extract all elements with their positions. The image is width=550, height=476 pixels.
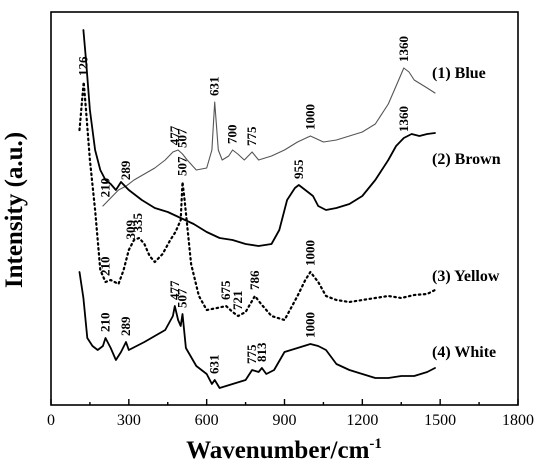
series-line-2 <box>78 80 437 322</box>
x-axis-ticks: 0 300 600 900 1200 1500 1800 <box>47 399 534 429</box>
peak-label-3-1: 289 <box>118 316 133 336</box>
x-tick-label-3: 900 <box>273 412 297 429</box>
peak-label-3-6: 813 <box>254 342 269 362</box>
peak-label-0-2: 477 <box>167 125 182 145</box>
peak-label-3-0: 210 <box>97 313 112 333</box>
peak-label-3-5: 775 <box>244 344 259 364</box>
series-line-3 <box>78 271 436 389</box>
peak-label-2-6: 721 <box>230 291 245 311</box>
peak-label-2-0: 126 <box>76 56 91 76</box>
peak-label-2-3: 335 <box>130 213 145 233</box>
series-label-1: (2) Brown <box>432 151 501 168</box>
x-tick-label-1: 300 <box>117 412 141 429</box>
peak-label-2-2: 309 <box>123 220 138 240</box>
x-tick-label-4: 1200 <box>346 412 378 429</box>
peak-label-0-6: 775 <box>244 126 259 146</box>
x-axis-title-main: Wavenumber/cm <box>186 437 369 464</box>
y-axis-title: Intensity (a.u.) <box>1 132 28 288</box>
x-axis-title-superscript: -1 <box>369 436 382 452</box>
x-tick-label-0: 0 <box>47 412 55 429</box>
peak-label-2-4: 507 <box>175 156 190 176</box>
peak-label-0-0: 210 <box>97 178 112 198</box>
peak-label-0-5: 700 <box>225 125 240 145</box>
series-label-2: (3) Yellow <box>432 268 500 285</box>
peak-label-0-7: 1000 <box>302 104 317 130</box>
peak-label-2-7: 786 <box>247 270 262 290</box>
peak-label-3-3: 507 <box>175 288 190 308</box>
series-labels: (1) Blue (2) Brown (3) Yellow (4) White <box>432 65 501 361</box>
series-label-0: (1) Blue <box>432 65 486 82</box>
x-tick-label-6: 1800 <box>502 412 534 429</box>
series-label-3: (4) White <box>432 344 496 361</box>
peak-label-0-3: 507 <box>175 128 190 148</box>
peak-label-1-0: 955 <box>291 159 306 179</box>
peak-label-2-1: 210 <box>97 257 112 277</box>
series-line-0 <box>102 67 436 207</box>
series-line-1 <box>82 29 436 247</box>
peak-label-1-1: 1360 <box>396 106 411 132</box>
peak-label-2-5: 675 <box>218 280 233 300</box>
peak-label-3-7: 1000 <box>302 312 317 338</box>
series-group <box>78 29 437 389</box>
peak-label-0-8: 1360 <box>396 36 411 62</box>
peak-label-0-4: 631 <box>207 77 222 97</box>
x-tick-label-2: 600 <box>195 412 219 429</box>
peak-label-0-1: 289 <box>118 160 133 180</box>
x-axis-title: Wavenumber/cm-1 <box>186 436 382 464</box>
peak-label-3-4: 631 <box>207 355 222 375</box>
x-tick-label-5: 1500 <box>424 412 456 429</box>
peak-label-2-8: 1000 <box>302 240 317 266</box>
peak-label-3-2: 477 <box>167 280 182 300</box>
